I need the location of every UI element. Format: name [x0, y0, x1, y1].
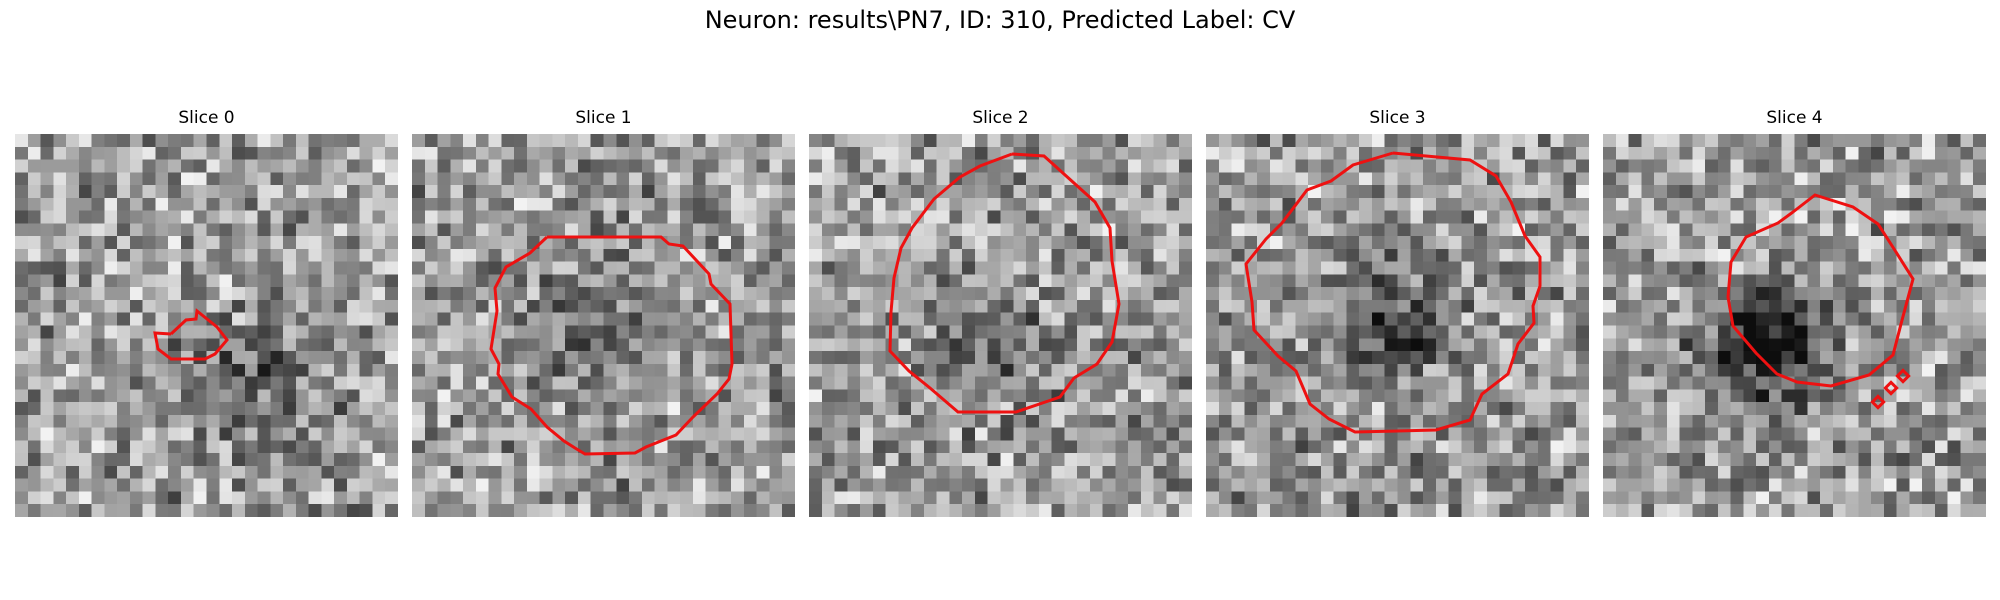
- slice-title-4: Slice 4: [1766, 108, 1823, 128]
- slice-image-2: [809, 134, 1192, 517]
- slice-contour-1: [489, 235, 734, 456]
- slice-contour-0: [153, 308, 229, 361]
- slice-panel-0: Slice 0: [15, 108, 398, 520]
- slice-image-4: [1603, 134, 1986, 517]
- slice-image-0: [15, 134, 398, 517]
- slice-panel-3: Slice 3: [1206, 108, 1589, 520]
- slice-pixels-3: [1206, 134, 1589, 517]
- slice-pixels-1: [412, 134, 795, 517]
- slice-contour-3: [1244, 151, 1542, 434]
- figure-title: Neuron: results\PN7, ID: 310, Predicted …: [704, 6, 1296, 34]
- slice-panel-1: Slice 1: [412, 108, 795, 520]
- slice-title-2: Slice 2: [972, 108, 1029, 128]
- slice-4-contour-marks: [1870, 368, 1911, 410]
- slice-contour-4: [1726, 193, 1915, 388]
- slice-image-1: [412, 134, 795, 517]
- slice-title-0: Slice 0: [178, 108, 235, 128]
- slice-title-3: Slice 3: [1369, 108, 1426, 128]
- slice-title-1: Slice 1: [575, 108, 632, 128]
- slice-pixels-4: [1603, 134, 1986, 517]
- slice-panel-2: Slice 2: [809, 108, 1192, 520]
- slice-pixels-0: [15, 134, 398, 517]
- slice-image-3: [1206, 134, 1589, 517]
- slice-panel-4: Slice 4: [1603, 108, 1986, 520]
- slice-contour-2: [888, 152, 1121, 414]
- slice-pixels-2: [809, 134, 1192, 517]
